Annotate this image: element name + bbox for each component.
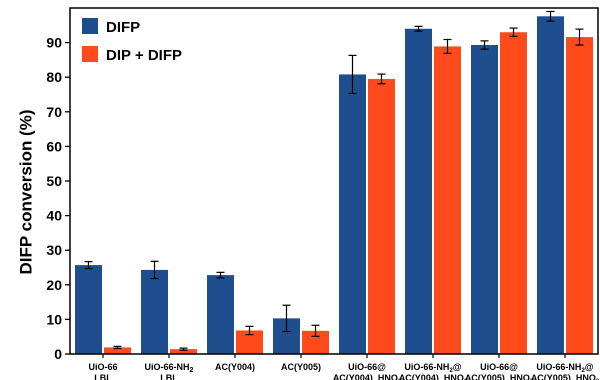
y-tick-label: 30 (46, 242, 62, 258)
x-category-label-line2: AC(Y004)_HNO3 (333, 373, 402, 380)
bar-s1-c2 (236, 330, 263, 354)
error-bar-s1-c6 (509, 27, 518, 37)
y-tick-label: 70 (46, 104, 62, 120)
x-category-label-line2: LBL (160, 373, 178, 380)
bar-s1-c3 (302, 330, 329, 354)
error-bars-layer (84, 10, 584, 351)
error-bar-s1-c1 (179, 347, 188, 351)
bar-s1-c5 (434, 46, 461, 354)
x-category-label-line2: AC(Y004)_HNO3 (399, 373, 468, 380)
bar-s0-c4 (339, 74, 366, 354)
bar-s1-c4 (368, 78, 395, 355)
bar-s0-c1 (141, 269, 168, 354)
legend: DIFP DIP + DIFP (82, 18, 182, 64)
bar-s1-c7 (566, 37, 593, 355)
bar-s0-c2 (207, 275, 234, 354)
bar-s0-c6 (471, 45, 498, 354)
y-tick-label: 80 (46, 69, 62, 85)
legend-label-dip-difp: DIP + DIFP (106, 47, 182, 64)
x-category-label-line1: UiO-66@ (480, 362, 518, 372)
error-bar-s1-c2 (245, 325, 254, 336)
error-bar-s0-c3 (282, 304, 291, 333)
x-category-label-line1: UiO-66-NH2 (145, 362, 194, 374)
bar-s0-c0 (75, 265, 102, 354)
legend-swatch-dip-difp (82, 46, 98, 62)
legend-swatch-difp (82, 18, 98, 34)
x-category-label-line1: UiO-66@ (348, 362, 386, 372)
y-tick-label: 20 (46, 277, 62, 293)
y-tick-label: 0 (54, 346, 62, 362)
bar-s1-c6 (500, 32, 527, 354)
x-category-label-line2: AC(Y005)_HNO3 (531, 373, 600, 380)
x-category-label-line1: UiO-66 (88, 362, 117, 372)
x-category-label-line1: UiO-66-NH2@ (536, 362, 593, 374)
x-category-label-line1: AC(Y005) (281, 362, 321, 372)
bar-s0-c7 (537, 16, 564, 354)
bars-layer (75, 16, 593, 355)
error-bar-s0-c1 (150, 260, 159, 280)
x-category-label-line1: UiO-66-NH2@ (404, 362, 461, 374)
error-bar-s1-c3 (311, 324, 320, 337)
error-bar-s0-c7 (546, 10, 555, 22)
error-bar-s0-c5 (414, 25, 423, 32)
error-bar-s1-c4 (377, 73, 386, 85)
y-tick-label: 60 (46, 138, 62, 154)
y-tick-label: 50 (46, 173, 62, 189)
bar-s0-c5 (405, 28, 432, 354)
x-category-label-line2: AC(Y005)_HNO3 (465, 373, 534, 380)
error-bar-s0-c2 (216, 271, 225, 279)
y-ticks-layer: 0 10 20 30 40 50 60 70 80 90 (46, 35, 70, 362)
error-bar-s1-c5 (443, 38, 452, 54)
y-tick-label: 90 (46, 35, 62, 51)
error-bar-s1-c0 (113, 345, 122, 350)
error-bar-s0-c0 (84, 261, 93, 270)
bar-s1-c1 (170, 349, 197, 354)
y-tick-label: 40 (46, 208, 62, 224)
bar-s1-c0 (104, 347, 131, 354)
x-category-label-line2: LBL (94, 373, 112, 380)
error-bar-s1-c7 (575, 28, 584, 46)
error-bar-s0-c6 (480, 40, 489, 50)
error-bar-s0-c4 (348, 54, 357, 95)
x-category-label-line1: AC(Y004) (215, 362, 255, 372)
y-axis-label: DIFP conversion (%) (16, 110, 35, 275)
y-tick-label: 10 (46, 311, 62, 327)
legend-label-difp: DIFP (106, 19, 140, 36)
